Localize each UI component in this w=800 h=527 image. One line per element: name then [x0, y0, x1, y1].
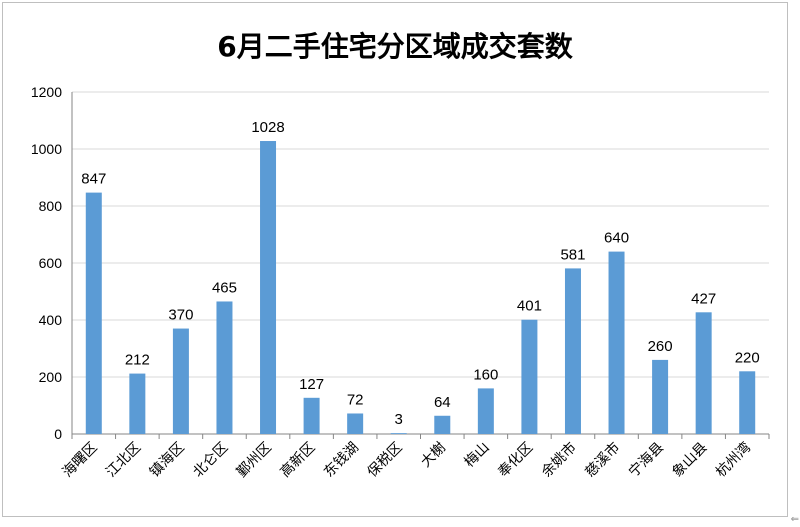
x-tick-label: 北仑区	[190, 440, 231, 481]
data-label: 640	[604, 230, 629, 247]
bar	[608, 251, 625, 434]
bar	[260, 141, 277, 434]
x-tick-label: 高新区	[277, 439, 319, 481]
x-tick-label: 大榭	[418, 440, 449, 471]
y-tick-label: 800	[39, 198, 63, 214]
x-tick-label: 梅山	[462, 440, 493, 471]
y-tick-label: 200	[39, 369, 63, 385]
data-label: 3	[395, 411, 403, 428]
x-tick-label: 宁海县	[625, 439, 667, 481]
data-label: 427	[691, 290, 716, 307]
x-tick-label: 镇海区	[147, 440, 188, 481]
y-tick-label: 0	[54, 426, 62, 442]
x-tick-label: 江北区	[103, 440, 144, 481]
data-label: 465	[212, 279, 237, 296]
bar	[695, 312, 712, 434]
bar	[521, 319, 538, 434]
x-tick-label: 东钱湖	[321, 440, 362, 481]
y-tick-label: 1200	[31, 84, 62, 100]
data-label: 160	[473, 366, 498, 383]
bar	[85, 192, 102, 434]
bar	[434, 415, 451, 434]
data-label: 127	[299, 376, 324, 393]
bar	[477, 388, 494, 434]
y-tick-label: 1000	[31, 141, 62, 157]
data-label: 260	[648, 338, 673, 355]
bar	[216, 301, 233, 434]
x-tick-label: 杭州湾	[712, 439, 754, 481]
bar	[172, 328, 189, 434]
bar	[652, 359, 669, 434]
y-tick-label: 600	[39, 255, 63, 271]
corner-arrow-icon: ⇐	[790, 514, 799, 525]
x-tick-label: 海曙区	[60, 440, 101, 481]
data-label: 72	[347, 391, 364, 408]
y-tick-label: 400	[39, 312, 63, 328]
x-tick-label: 余姚市	[538, 439, 580, 481]
data-label: 1028	[251, 119, 284, 136]
data-label: 64	[434, 394, 451, 411]
bar	[739, 371, 756, 434]
x-tick-label: 象山县	[669, 440, 710, 481]
data-label: 847	[81, 171, 106, 188]
bar	[347, 413, 364, 434]
bar	[390, 433, 407, 434]
x-tick-label: 慈溪市	[582, 439, 624, 481]
data-label: 370	[168, 307, 193, 324]
data-label: 220	[735, 349, 760, 366]
data-label: 212	[125, 352, 150, 369]
bar	[129, 373, 146, 434]
bar	[564, 268, 581, 434]
data-label: 401	[517, 298, 542, 315]
chart-title: 6月二手住宅分区域成交套数	[217, 30, 573, 63]
bar	[303, 397, 320, 434]
x-tick-label: 奉化区	[495, 440, 536, 481]
x-tick-label: 保税区	[365, 440, 406, 481]
data-label: 581	[560, 246, 585, 263]
x-tick-label: 鄞州区	[234, 440, 275, 481]
